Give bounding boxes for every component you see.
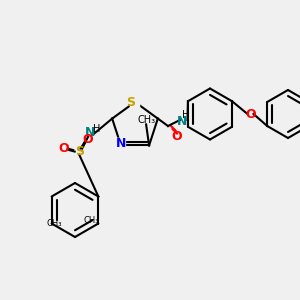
Text: N: N xyxy=(177,115,188,128)
Text: O: O xyxy=(172,130,182,143)
Text: CH₃: CH₃ xyxy=(83,216,99,225)
Text: H: H xyxy=(94,124,101,134)
Text: N: N xyxy=(85,126,95,139)
Text: S: S xyxy=(126,95,135,109)
Text: O: O xyxy=(59,142,70,155)
Text: CH₃: CH₃ xyxy=(137,115,155,125)
Text: H: H xyxy=(182,110,190,120)
Text: CH₃: CH₃ xyxy=(47,219,62,228)
Text: O: O xyxy=(245,107,256,121)
Text: S: S xyxy=(75,145,84,158)
Text: O: O xyxy=(83,133,94,146)
Text: N: N xyxy=(116,137,126,150)
